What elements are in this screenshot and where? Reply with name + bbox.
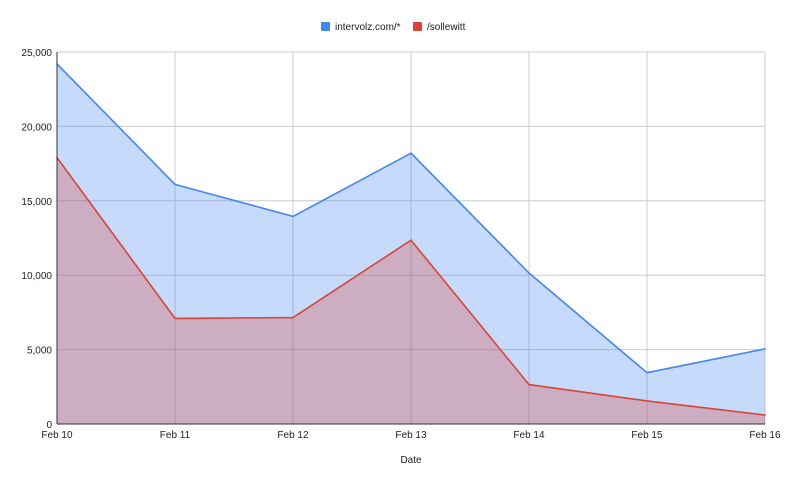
series-1-point bbox=[528, 272, 530, 274]
x-tick-label: Feb 13 bbox=[395, 430, 427, 441]
x-tick-label: Feb 16 bbox=[749, 430, 781, 441]
legend-label: /sollewitt bbox=[427, 22, 466, 33]
x-tick-label: Feb 11 bbox=[160, 430, 191, 441]
legend: intervolz.com/* /sollewitt bbox=[321, 22, 466, 33]
series-2-point bbox=[174, 317, 176, 320]
x-tick-labels: Feb 10 Feb 11 Feb 12 Feb 13 Feb 14 Feb 15 Feb … bbox=[41, 430, 781, 441]
y-tick-label: 20,000 bbox=[21, 122, 52, 133]
axes bbox=[56, 52, 765, 425]
x-tick-label: Feb 14 bbox=[513, 430, 545, 441]
series-2-area bbox=[57, 157, 765, 424]
y-tick-label: 25,000 bbox=[21, 48, 52, 59]
series-2-point bbox=[646, 400, 648, 402]
y-tick-label: 15,000 bbox=[21, 197, 52, 208]
y-tick-label: 5,000 bbox=[27, 346, 52, 357]
series-2-point bbox=[410, 239, 412, 242]
y-tick-label: 0 bbox=[46, 420, 52, 431]
legend-swatch bbox=[321, 22, 330, 31]
legend-label: intervolz.com/* bbox=[335, 22, 401, 33]
x-tick-label: Feb 10 bbox=[41, 430, 73, 441]
series-1-point bbox=[174, 183, 176, 186]
series-1-point bbox=[410, 152, 412, 154]
x-tick-label: Feb 12 bbox=[277, 430, 309, 441]
y-tick-labels: 0 5,000 10,000 15,000 20,000 25,000 bbox=[21, 48, 52, 431]
series-1-point bbox=[764, 348, 766, 350]
series-lines bbox=[56, 63, 766, 416]
legend-swatch bbox=[413, 22, 422, 31]
series-areas bbox=[57, 63, 765, 425]
series-1-area bbox=[57, 63, 765, 425]
y-tick-label: 10,000 bbox=[21, 271, 52, 282]
series-2-point bbox=[528, 383, 530, 386]
series-2-point bbox=[292, 316, 294, 319]
series-1-point bbox=[292, 215, 294, 218]
series-2-point bbox=[764, 414, 766, 416]
series-1-point bbox=[646, 371, 648, 374]
x-axis-title: Date bbox=[400, 455, 422, 466]
x-tick-label: Feb 15 bbox=[631, 430, 663, 441]
